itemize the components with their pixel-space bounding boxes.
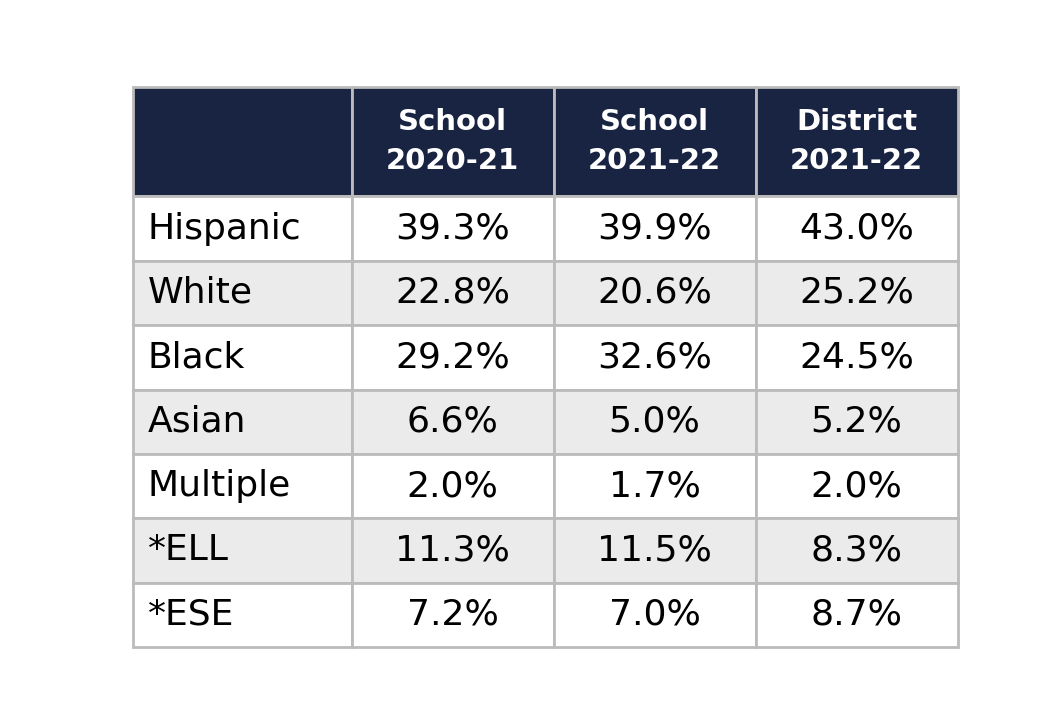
- FancyBboxPatch shape: [133, 196, 351, 261]
- Text: 22.8%: 22.8%: [395, 276, 510, 310]
- FancyBboxPatch shape: [553, 518, 755, 582]
- Text: 7.0%: 7.0%: [609, 598, 700, 632]
- Text: Asian: Asian: [148, 405, 247, 438]
- Text: 6.6%: 6.6%: [406, 405, 498, 438]
- FancyBboxPatch shape: [755, 518, 958, 582]
- Text: 39.9%: 39.9%: [597, 212, 712, 246]
- FancyBboxPatch shape: [351, 325, 553, 390]
- FancyBboxPatch shape: [351, 454, 553, 518]
- FancyBboxPatch shape: [755, 196, 958, 261]
- Text: 2.0%: 2.0%: [406, 469, 498, 503]
- FancyBboxPatch shape: [553, 325, 755, 390]
- Text: 7.2%: 7.2%: [406, 598, 498, 632]
- Text: 5.2%: 5.2%: [811, 405, 902, 438]
- FancyBboxPatch shape: [133, 261, 351, 325]
- Text: White: White: [148, 276, 253, 310]
- FancyBboxPatch shape: [133, 454, 351, 518]
- Text: *ESE: *ESE: [148, 598, 234, 632]
- FancyBboxPatch shape: [133, 325, 351, 390]
- FancyBboxPatch shape: [553, 582, 755, 647]
- Text: 8.3%: 8.3%: [811, 534, 902, 568]
- FancyBboxPatch shape: [755, 325, 958, 390]
- Text: School
2021-22: School 2021-22: [588, 108, 721, 175]
- Text: Hispanic: Hispanic: [148, 212, 301, 246]
- FancyBboxPatch shape: [755, 390, 958, 454]
- FancyBboxPatch shape: [133, 518, 351, 582]
- Text: 11.3%: 11.3%: [395, 534, 510, 568]
- Text: 43.0%: 43.0%: [799, 212, 914, 246]
- Text: 25.2%: 25.2%: [799, 276, 914, 310]
- FancyBboxPatch shape: [351, 261, 553, 325]
- FancyBboxPatch shape: [133, 87, 351, 196]
- Text: 8.7%: 8.7%: [811, 598, 902, 632]
- FancyBboxPatch shape: [133, 390, 351, 454]
- FancyBboxPatch shape: [351, 390, 553, 454]
- FancyBboxPatch shape: [351, 582, 553, 647]
- FancyBboxPatch shape: [553, 390, 755, 454]
- FancyBboxPatch shape: [755, 582, 958, 647]
- FancyBboxPatch shape: [755, 87, 958, 196]
- Text: Multiple: Multiple: [148, 469, 292, 503]
- Text: 11.5%: 11.5%: [597, 534, 712, 568]
- Text: 2.0%: 2.0%: [811, 469, 902, 503]
- Text: 5.0%: 5.0%: [609, 405, 700, 438]
- Text: *ELL: *ELL: [148, 534, 229, 568]
- Text: 20.6%: 20.6%: [597, 276, 712, 310]
- FancyBboxPatch shape: [351, 196, 553, 261]
- FancyBboxPatch shape: [553, 454, 755, 518]
- FancyBboxPatch shape: [133, 582, 351, 647]
- Text: 29.2%: 29.2%: [395, 340, 510, 374]
- Text: Black: Black: [148, 340, 245, 374]
- FancyBboxPatch shape: [351, 518, 553, 582]
- FancyBboxPatch shape: [351, 87, 553, 196]
- FancyBboxPatch shape: [553, 261, 755, 325]
- Text: 39.3%: 39.3%: [395, 212, 510, 246]
- FancyBboxPatch shape: [553, 87, 755, 196]
- Text: 24.5%: 24.5%: [799, 340, 914, 374]
- FancyBboxPatch shape: [755, 454, 958, 518]
- FancyBboxPatch shape: [755, 261, 958, 325]
- Text: 1.7%: 1.7%: [609, 469, 700, 503]
- Text: 32.6%: 32.6%: [597, 340, 712, 374]
- Text: District
2021-22: District 2021-22: [791, 108, 924, 175]
- FancyBboxPatch shape: [553, 196, 755, 261]
- Text: School
2020-21: School 2020-21: [386, 108, 519, 175]
